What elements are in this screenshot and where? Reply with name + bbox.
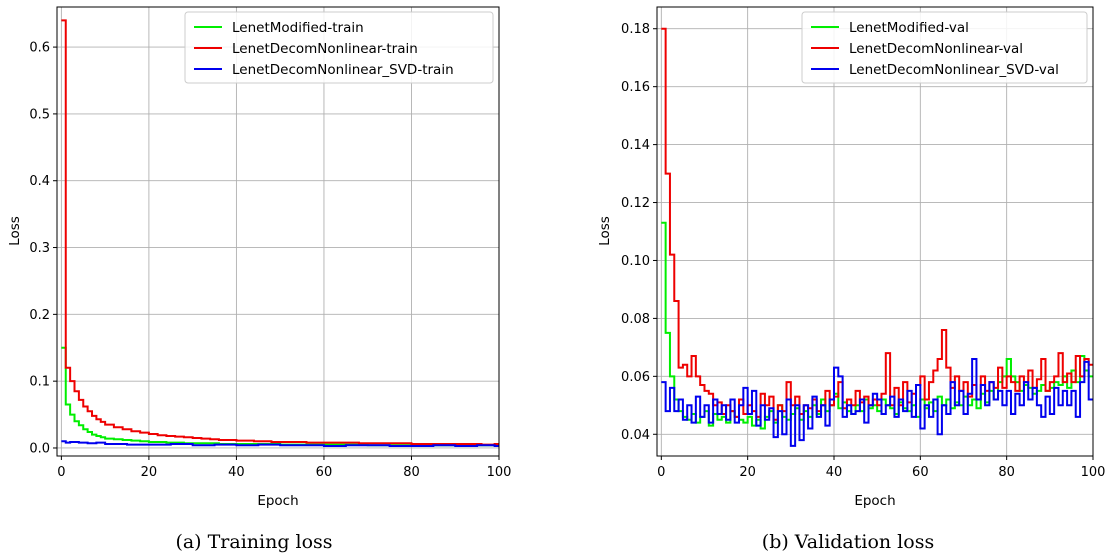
y-tick-label: 0.2 xyxy=(29,308,50,323)
plot-frame xyxy=(56,6,500,457)
series-line-1 xyxy=(61,19,499,446)
x-tick-label: 80 xyxy=(998,465,1015,480)
y-axis-ticks: 0.0 0.1 0.2 0.3 0.4 0.5 0.6 xyxy=(29,41,57,456)
x-tick-label: 100 xyxy=(487,465,512,480)
x-axis-ticks: 0 20 40 60 80 100 xyxy=(57,456,511,480)
y-tick-label: 0.0 xyxy=(29,441,50,456)
x-tick-label: 20 xyxy=(739,465,756,480)
x-tick-label: 40 xyxy=(228,465,245,480)
series-line-2 xyxy=(661,357,1093,447)
legend-entry: LenetDecomNonlinear_SVD-val xyxy=(849,62,1059,78)
y-tick-label: 0.4 xyxy=(29,174,50,189)
x-tick-label: 60 xyxy=(912,465,929,480)
y-tick-label: 0.10 xyxy=(621,254,650,269)
x-tick-label: 0 xyxy=(657,465,665,480)
validation-loss-chart: 0 20 40 60 80 100 0.04 0.06 0.08 0.10 0.12 0.14 0.1… xyxy=(597,6,1105,553)
y-axis-ticks: 0.04 0.06 0.08 0.10 0.12 0.14 0.16 0.18 xyxy=(621,22,657,443)
series-lines xyxy=(661,27,1093,447)
training-loss-chart: 0 20 40 60 80 100 0.0 0.1 0.2 0.3 0.4 0.5 0.6 Epoch… xyxy=(7,6,511,553)
caption: (a) Training loss xyxy=(175,531,332,553)
legend-entry: LenetDecomNonlinear-train xyxy=(232,41,418,57)
legend: LenetModified-val LenetDecomNonlinear-val… xyxy=(801,11,1088,84)
x-tick-label: 20 xyxy=(141,465,158,480)
legend-entry: LenetModified-val xyxy=(849,20,969,36)
y-tick-label: 0.14 xyxy=(621,138,650,153)
y-tick-label: 0.16 xyxy=(621,80,650,95)
y-axis-label: Loss xyxy=(7,216,23,246)
x-axis-label: Epoch xyxy=(854,493,895,509)
y-tick-label: 0.3 xyxy=(29,241,50,256)
legend: LenetModified-train LenetDecomNonlinear-t… xyxy=(184,11,494,84)
y-tick-label: 0.18 xyxy=(621,22,650,37)
x-tick-label: 60 xyxy=(316,465,333,480)
y-tick-label: 0.04 xyxy=(621,428,650,443)
x-tick-label: 100 xyxy=(1081,465,1106,480)
y-tick-label: 0.1 xyxy=(29,375,50,390)
y-tick-label: 0.5 xyxy=(29,107,50,122)
plot-frame xyxy=(656,6,1094,457)
legend-box xyxy=(801,11,1088,84)
grid-lines-y xyxy=(57,46,499,449)
legend-entry: LenetDecomNonlinear_SVD-train xyxy=(232,62,454,78)
legend-box xyxy=(184,11,494,84)
x-tick-label: 40 xyxy=(826,465,843,480)
x-tick-label: 80 xyxy=(403,465,420,480)
x-tick-label: 0 xyxy=(57,465,65,480)
legend-entry: LenetModified-train xyxy=(232,20,364,36)
x-axis-label: Epoch xyxy=(257,493,298,509)
y-tick-label: 0.06 xyxy=(621,370,650,385)
x-axis-ticks: 0 20 40 60 80 100 xyxy=(657,456,1105,480)
y-tick-label: 0.12 xyxy=(621,196,650,211)
y-tick-label: 0.08 xyxy=(621,312,650,327)
series-line-2 xyxy=(61,440,499,447)
y-axis-label: Loss xyxy=(597,216,613,246)
series-lines xyxy=(61,19,499,447)
y-tick-label: 0.6 xyxy=(29,41,50,56)
legend-entry: LenetDecomNonlinear-val xyxy=(849,41,1023,57)
caption: (b) Validation loss xyxy=(762,531,934,553)
